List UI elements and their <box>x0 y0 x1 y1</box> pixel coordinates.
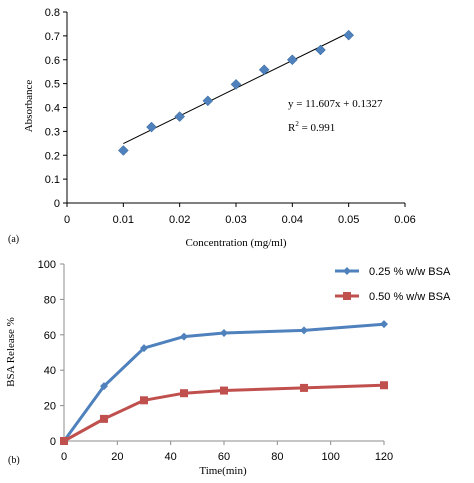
chart-a-y-tick-label: 0.2 <box>45 150 60 162</box>
chart-b-x-tick-label: 40 <box>165 451 177 463</box>
chart-a-x-tick-label: 0.04 <box>282 214 303 226</box>
chart-a-y-tick-label: 0.7 <box>45 31 60 43</box>
chart-a-y-tick-label: 0.6 <box>45 55 60 67</box>
chart-a-y-tick-label: 0.5 <box>45 79 60 91</box>
chart-b-y-tick-label: 40 <box>44 365 56 377</box>
chart-a-r2-superscript: 2 <box>295 120 299 128</box>
chart-a-absorbance-vs-concentration: 00.10.20.30.40.50.60.70.8 0 0.01 0.02 0.03 0… <box>8 7 416 249</box>
chart-a-y-tick-label: 0.4 <box>45 103 60 115</box>
chart-b-x-tick-labels: 0 20 40 60 80 100 120 <box>61 441 393 463</box>
chart-b-legend-item: 0.25 % w/w BSA <box>335 266 451 278</box>
chart-a-data-point <box>315 44 326 56</box>
chart-b-series-line <box>62 322 385 442</box>
chart-a-x-tick-label: 0.02 <box>169 214 190 226</box>
chart-b-series-2 <box>60 381 388 445</box>
chart-b-data-point <box>380 320 388 329</box>
chart-b-x-tick-label: 120 <box>375 451 393 463</box>
chart-a-y-tick-label: 0.3 <box>45 126 60 138</box>
chart-b-data-point <box>220 386 228 395</box>
chart-b-x-tick-label: 60 <box>218 451 230 463</box>
chart-b-data-point <box>180 389 188 398</box>
chart-b-legend-label: 0.25 % w/w BSA <box>369 266 451 278</box>
chart-b-series-group <box>60 320 388 445</box>
chart-a-y-tick-labels: 0 0.1 0.2 0.3 0.4 0.5 0.6 0.7 0.8 <box>45 7 67 210</box>
chart-b-data-point <box>140 344 148 353</box>
chart-a-x-tick-labels: 0 0.01 0.02 0.03 0.04 0.05 0.06 <box>64 203 416 226</box>
chart-a-x-tick-label: 0.01 <box>113 214 134 226</box>
chart-a-data-point <box>343 29 355 41</box>
chart-b-data-point <box>380 381 388 390</box>
chart-b-legend-swatch-marker <box>343 267 351 275</box>
chart-b-y-tick-labels: 0 20 40 60 80 100 <box>38 259 64 448</box>
chart-a-data-point <box>117 145 129 156</box>
chart-b-x-tick-label: 80 <box>271 451 283 463</box>
chart-a-data-point <box>230 78 242 90</box>
chart-b-y-axis-title: BSA Release % <box>5 317 17 387</box>
chart-b-y-tick-label: 100 <box>38 259 56 271</box>
chart-a-y-axis-title: Absorbance <box>23 80 35 133</box>
chart-a-x-tick-label: 0.05 <box>338 214 359 226</box>
chart-a-y-tick-label: 0.8 <box>45 7 60 19</box>
chart-a-equation: y = 11.607x + 0.1327 <box>288 98 383 110</box>
chart-b-series-1 <box>60 320 388 445</box>
chart-b-x-axis-title: Time(min) <box>199 465 247 477</box>
chart-b-legend-label: 0.50 % w/w BSA <box>369 291 451 303</box>
chart-a-x-tick-label: 0.03 <box>225 214 246 226</box>
chart-a-r2-value: = 0.991 <box>299 122 335 134</box>
chart-a-r-squared: R2 = 0.991 <box>288 120 335 134</box>
chart-a-data-point <box>286 54 298 66</box>
chart-b-x-tick-label: 0 <box>61 451 67 463</box>
chart-a-data-points <box>117 29 355 156</box>
chart-b-data-point <box>220 329 228 338</box>
chart-a-y-tick-label: 0.1 <box>45 174 60 186</box>
chart-b-data-point <box>100 414 108 423</box>
chart-b-panel-label: (b) <box>8 455 20 466</box>
chart-b-bsa-release-vs-time: 0 20 40 60 80 100 0 20 40 60 80 100 120 BSA Release… <box>5 259 451 477</box>
chart-a-panel-label: (a) <box>8 234 19 245</box>
chart-b-legend-item: 0.50 % w/w BSA <box>335 291 451 303</box>
chart-b-legend: 0.25 % w/w BSA 0.50 % w/w BSA <box>335 266 451 303</box>
chart-a-x-tick-label: 0.06 <box>394 214 415 226</box>
chart-b-data-point <box>300 383 308 392</box>
chart-a-x-axis-title: Concentration (mg/ml) <box>185 237 286 249</box>
chart-b-data-point <box>100 382 108 391</box>
chart-a-r2-prefix: R <box>288 122 296 134</box>
chart-b-data-point <box>180 332 188 341</box>
chart-b-data-point <box>60 437 68 445</box>
chart-a-y-tick-label: 0 <box>54 198 60 210</box>
chart-b-legend-swatch-marker <box>343 292 351 300</box>
chart-a-x-tick-label: 0 <box>64 214 70 226</box>
chart-b-y-tick-label: 80 <box>44 294 56 306</box>
chart-a-data-point <box>202 95 214 107</box>
chart-b-y-tick-label: 20 <box>44 401 56 413</box>
chart-b-y-tick-label: 60 <box>44 330 56 342</box>
chart-a-data-point <box>174 111 186 122</box>
chart-a-data-point <box>146 121 157 133</box>
chart-b-data-point <box>140 396 148 405</box>
chart-b-y-tick-label: 0 <box>50 436 56 448</box>
chart-b-x-tick-label: 20 <box>111 451 123 463</box>
chart-b-x-tick-label: 100 <box>321 451 339 463</box>
chart-a-data-point <box>258 64 270 76</box>
chart-b-data-point <box>300 326 308 335</box>
